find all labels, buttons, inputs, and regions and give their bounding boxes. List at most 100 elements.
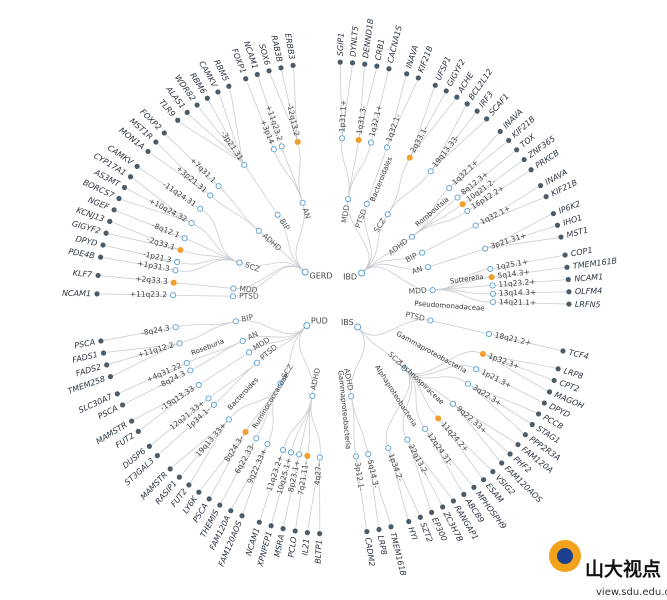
gene-dot — [114, 391, 120, 397]
gene-dot — [239, 513, 245, 519]
locus-gene-edge — [181, 421, 228, 476]
gene-dot — [290, 62, 296, 69]
gene-dot — [107, 218, 113, 224]
gene-dot — [514, 147, 520, 153]
locus-label: 13q14.3+ — [499, 288, 537, 298]
locus-label: 4q27- — [313, 463, 324, 486]
locus-node — [450, 400, 457, 407]
locus-gene-edge — [139, 167, 198, 208]
gene-dot — [104, 362, 110, 368]
locus-gene-edge — [271, 455, 291, 523]
locus-node — [485, 330, 492, 337]
gene-dot — [116, 195, 122, 202]
gene-dot — [228, 508, 234, 514]
watermark: 山大视点 view.sdu.edu.cn — [549, 540, 667, 598]
locus-gene-edge — [121, 199, 190, 223]
locus-node — [482, 245, 489, 252]
locus-label: 5q14.3- — [366, 459, 381, 489]
trait-locus-edge — [341, 141, 350, 200]
locus-gene-edge — [470, 384, 537, 413]
locus-node — [385, 445, 392, 452]
gene-dot — [429, 509, 435, 516]
locus-gene-edge — [219, 94, 244, 163]
gene-label: FADS1 — [71, 350, 98, 365]
gene-dot — [145, 148, 151, 155]
locus-gene-edge — [281, 70, 298, 140]
gene-dot — [153, 139, 159, 145]
locus-gene-edge — [229, 88, 244, 163]
gene-dot — [506, 137, 512, 144]
gene-dot — [100, 350, 107, 356]
locus-node — [365, 451, 372, 458]
locus-node — [174, 259, 181, 266]
trait-locus-edge — [428, 249, 483, 268]
locus-gene-edge — [242, 446, 267, 514]
trait-locus-edge — [411, 212, 466, 238]
gene-dot — [243, 76, 249, 82]
gene-dot — [254, 71, 260, 78]
locus-gene-edge — [198, 107, 243, 163]
taxon-label: Pseudomonadaceae — [414, 300, 485, 313]
trait-label: SCZ — [244, 260, 261, 274]
trait-node — [408, 233, 416, 240]
locus-node — [225, 416, 232, 423]
trait-locus-edge — [176, 282, 234, 289]
hub-trait-edge — [357, 319, 431, 336]
locus-node — [264, 440, 271, 448]
gene-dot — [528, 167, 534, 173]
gene-dot — [206, 496, 212, 502]
trait-label: PTSD — [353, 208, 368, 230]
locus-gene-edge — [387, 80, 418, 145]
locus-label: -8q24.3 — [140, 323, 170, 337]
locus-gene-edge — [166, 134, 217, 185]
gene-dot — [95, 272, 101, 279]
gene-label: SZT2 — [418, 521, 434, 543]
locus-gene-edge — [188, 114, 243, 163]
gene-dot — [176, 474, 182, 480]
gene-dot — [167, 466, 173, 472]
gene-dot — [461, 491, 467, 498]
locus-label: +11q12.2 — [137, 340, 176, 359]
gene-label: HYI — [406, 526, 419, 542]
trait-locus-edge — [283, 395, 313, 448]
gene-label: DENND1B — [361, 18, 375, 59]
gene-label: RAB3B — [269, 35, 284, 63]
trait-label: ADHD — [309, 367, 322, 391]
locus-node — [465, 380, 472, 387]
gene-dot — [471, 484, 477, 490]
locus-gene-edge — [358, 67, 365, 138]
gene-dot — [100, 242, 106, 248]
trait-node — [425, 264, 432, 271]
trait-label: AN — [301, 207, 313, 220]
trait-node — [239, 337, 246, 345]
gene-dot — [558, 234, 564, 240]
gene-dot — [266, 68, 272, 74]
locus-gene-edge — [132, 177, 190, 222]
locus-gene-edge — [439, 420, 492, 470]
gene-label: LRFN5 — [575, 300, 601, 310]
locus-gene-edge — [358, 68, 377, 138]
trait-node — [427, 317, 434, 324]
locus-node — [253, 435, 260, 442]
trait-locus-edge — [212, 197, 260, 232]
watermark-title: 山大视点 — [585, 558, 661, 581]
hub-trait-edge — [361, 214, 389, 274]
locus-gene-edge — [179, 122, 243, 163]
trait-label: MDD — [340, 204, 352, 223]
locus-gene-edge — [368, 456, 391, 524]
locus-label: 14q21.1+ — [499, 297, 537, 307]
gene-dot — [134, 163, 140, 169]
gene-label: PSCA — [74, 338, 96, 351]
trait-locus-edge — [220, 187, 260, 232]
locus-node — [280, 446, 287, 454]
locus-gene-edge — [100, 293, 171, 296]
locus-gene-edge — [231, 446, 267, 509]
locus-gene-edge — [485, 354, 547, 392]
trait-label: BIP — [404, 251, 419, 265]
locus-gene-edge — [491, 334, 561, 351]
hub-trait-edge — [350, 326, 365, 397]
locus-gene-edge — [470, 385, 530, 424]
locus-node — [383, 144, 390, 151]
locus-label: 1q31.3- — [355, 104, 369, 134]
trait-locus-edge — [403, 367, 466, 383]
